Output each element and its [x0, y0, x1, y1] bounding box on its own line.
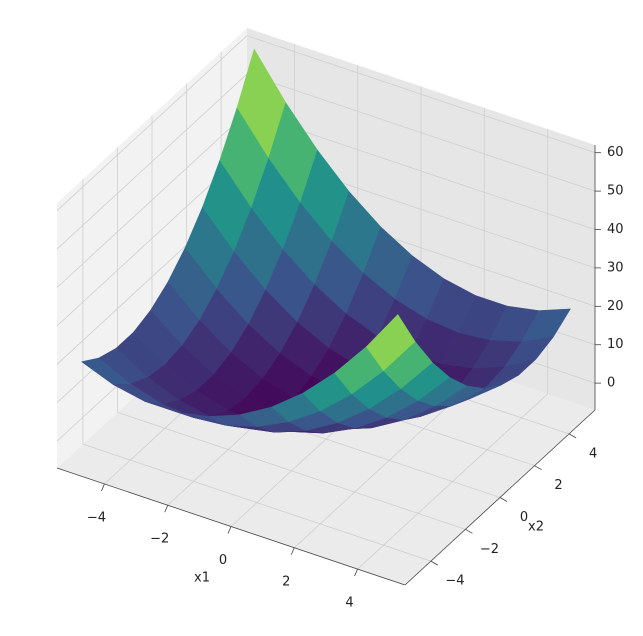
- x-axis-label: x1: [194, 571, 210, 586]
- surface-patch: [365, 313, 416, 372]
- grid-line: [56, 112, 248, 288]
- x-tick: [290, 547, 295, 555]
- grid-line: [117, 411, 466, 530]
- grid-line: [56, 35, 248, 211]
- x-tick: [354, 568, 358, 577]
- z-tick-label: 30: [607, 260, 624, 275]
- y-tick: [499, 497, 508, 502]
- x-tick-label: −4: [87, 510, 106, 525]
- y-tick-label: 0: [520, 510, 528, 525]
- grid-line: [246, 73, 596, 192]
- y-tick-label: −2: [480, 542, 499, 557]
- grid-line: [246, 35, 596, 154]
- z-tick-label: 10: [607, 337, 624, 352]
- x-tick: [164, 505, 169, 513]
- grid-line: [82, 443, 432, 562]
- x-tick-label: 2: [282, 574, 290, 589]
- z-tick-label: 0: [607, 376, 615, 391]
- y-tick: [465, 528, 473, 534]
- y-tick-label: 4: [589, 446, 597, 461]
- y-tick-label: −4: [445, 574, 464, 589]
- x-tick: [101, 483, 105, 492]
- y-tick: [534, 465, 542, 471]
- y-axis-label: x2: [528, 520, 544, 535]
- z-tick-label: 20: [607, 299, 624, 314]
- x-tick-label: −2: [150, 532, 169, 547]
- y-tick-label: 2: [554, 478, 562, 493]
- x-tick-label: 4: [345, 596, 353, 611]
- x-tick-label: 0: [219, 553, 227, 568]
- y-tick: [430, 560, 439, 566]
- grid-line: [56, 73, 248, 250]
- x-tick: [227, 526, 232, 534]
- z-tick-label: 60: [607, 145, 624, 160]
- z-tick-label: 40: [607, 222, 624, 237]
- z-tick-label: 50: [607, 184, 624, 199]
- y-tick: [568, 433, 577, 439]
